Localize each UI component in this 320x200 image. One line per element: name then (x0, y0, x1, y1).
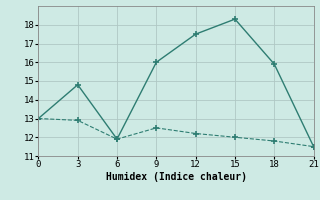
X-axis label: Humidex (Indice chaleur): Humidex (Indice chaleur) (106, 172, 246, 182)
